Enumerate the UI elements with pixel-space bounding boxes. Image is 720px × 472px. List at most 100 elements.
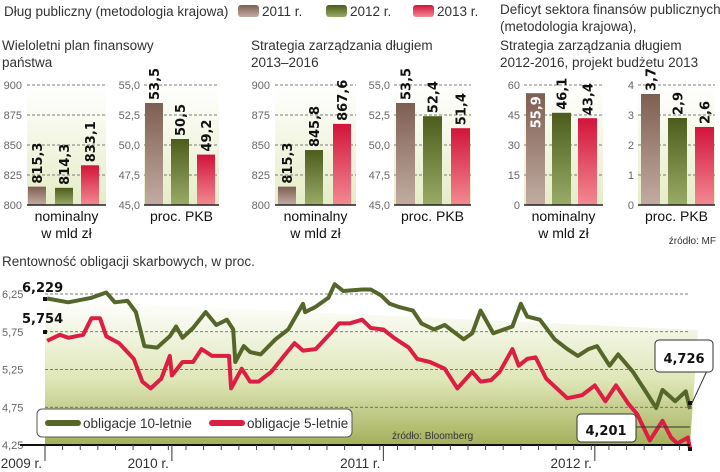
- panel-title-wpf-line1: Wieloletni plan finansowy: [2, 38, 154, 53]
- value-label-2011: 815,3: [31, 143, 46, 184]
- source-mf: źródło: MF: [669, 236, 716, 247]
- y-tick-label: 30: [508, 140, 520, 152]
- x-axis-label: proc. PKB: [150, 208, 213, 224]
- value-label-2011: 53,5: [148, 68, 163, 100]
- bar-2013: [197, 154, 215, 205]
- y-tick-label: 5,75: [2, 327, 23, 339]
- y-tick-label: 60: [508, 80, 520, 92]
- bar-2012: [55, 187, 73, 205]
- bar-2012: [171, 139, 189, 205]
- bar-chart-0: 800 825 850 875 900 815,3 814,3 833,1 nominalnyw…: [4, 80, 106, 241]
- x-axis-label: w mld zł: [537, 225, 589, 241]
- legend-label-2013: 2013 r.: [437, 4, 478, 19]
- x-axis-label: nominalny: [35, 208, 99, 224]
- y-tick-label: 45,0: [119, 200, 140, 212]
- panel-title-szd-line2: 2013–2016: [251, 55, 319, 70]
- y-tick-label: 52,5: [119, 110, 140, 122]
- bar-2012: [552, 112, 571, 205]
- value-label-2013: 43,4: [582, 83, 597, 115]
- legend-2013: 2013 r.: [413, 4, 478, 19]
- bar-2013: [451, 128, 470, 205]
- y-tick-label: 15: [508, 170, 520, 182]
- value-label-2013: 51,4: [455, 93, 470, 125]
- legend-swatch-2011: [238, 5, 259, 17]
- panel-title-wpf-line2: państwa: [2, 55, 53, 70]
- bar-2012: [423, 116, 442, 205]
- y-tick-label: 0: [628, 200, 634, 212]
- end-callout-10y: [654, 339, 714, 373]
- bar-2013: [81, 165, 99, 205]
- end-marker-5y: [688, 447, 692, 451]
- y-tick-label: 47,5: [119, 170, 140, 182]
- start-label-10y: 6,229: [22, 281, 63, 296]
- y-tick-label: 3: [628, 110, 634, 122]
- x-tick-label: 2010 r.: [128, 456, 169, 471]
- value-label-2011: 3,7: [645, 68, 660, 91]
- series-line-10y: [46, 282, 692, 410]
- legend-2011: 2011 r.: [238, 4, 302, 19]
- legend-label-10y: obligacje 10-letnie: [83, 416, 192, 431]
- start-label-5y: 5,754: [22, 312, 63, 327]
- bar-2011: [145, 103, 163, 205]
- y-tick-label: 2: [628, 140, 634, 152]
- panel-title-deficit-line2: (metodologia krajowa),: [500, 19, 637, 34]
- y-tick-label: 47,5: [369, 170, 390, 182]
- bar-2012: [668, 118, 687, 205]
- panel-title-deficit-line4: 2012-2016, projekt budżetu 2013: [500, 55, 698, 70]
- x-axis-label: w mld zł: [40, 225, 92, 241]
- value-label-2011: 53,5: [400, 68, 415, 100]
- bar-2011: [641, 94, 660, 205]
- value-label-2012: 46,1: [556, 78, 571, 110]
- bar-2011: [396, 103, 415, 205]
- y-tick-label: 900: [4, 80, 22, 92]
- value-label-2012: 845,8: [308, 106, 323, 147]
- value-label-2012: 52,4: [427, 81, 442, 113]
- end-label-5y: 4,201: [585, 424, 626, 439]
- y-tick-label: 55,0: [369, 80, 390, 92]
- legend-swatch-2013: [413, 5, 434, 17]
- value-label-2011: 55,9: [530, 96, 545, 128]
- yield-line-chart: Rentowność obligacji skarbowych, w proc.…: [1, 254, 714, 471]
- end-marker-10y: [688, 401, 692, 405]
- bar-2011: [526, 93, 545, 205]
- legend-label-5y: obligacje 5-letnie: [247, 416, 348, 431]
- bar-2012: [305, 150, 323, 205]
- y-tick-label: 1: [628, 170, 634, 182]
- x-axis-label: nominalny: [284, 208, 348, 224]
- x-tick-label: 2012 r.: [551, 456, 592, 471]
- bar-chart-1: 45,0 47,5 50,0 52,5 55,0 53,5 50,5 49,2 proc. PK…: [119, 68, 219, 224]
- y-tick-label: 825: [4, 170, 22, 182]
- start-marker-10y: [43, 297, 47, 301]
- panel-title-szd-line1: Strategia zarządzania długiem: [251, 38, 433, 53]
- value-label-2011: 815,3: [281, 143, 296, 184]
- y-tick-label: 875: [4, 110, 22, 122]
- start-marker-5y: [43, 330, 47, 334]
- value-label-2013: 833,1: [84, 121, 99, 162]
- legend-swatch-2012: [326, 5, 347, 17]
- end-label-10y: 4,726: [663, 352, 704, 367]
- y-tick-label: 4,25: [2, 440, 23, 452]
- y-tick-label: 850: [252, 140, 270, 152]
- panel-title-deficit-line3: Strategia zarządzania długiem: [500, 38, 682, 53]
- y-tick-label: 50,0: [119, 140, 140, 152]
- y-tick-label: 6,25: [2, 289, 23, 301]
- x-axis-label: nominalny: [532, 208, 596, 224]
- bar-chart-3: 45,0 47,5 50,0 52,5 55,0 53,5 52,4 51,4 proc. PK…: [369, 68, 471, 224]
- bar-2011: [28, 186, 46, 205]
- line-legend: obligacje 10-letnie obligacje 5-letnie: [36, 408, 353, 438]
- bar-2011: [278, 186, 296, 205]
- source-bloomberg: źródło: Bloomberg: [392, 431, 473, 442]
- bar-2013: [695, 127, 714, 205]
- y-tick-label: 900: [252, 80, 270, 92]
- legend-2012: 2012 r.: [326, 4, 391, 19]
- y-tick-label: 800: [4, 200, 22, 212]
- y-tick-label: 55,0: [119, 80, 140, 92]
- value-label-2013: 2,6: [699, 101, 714, 124]
- legend-box: [36, 408, 353, 438]
- y-tick-label: 50,0: [369, 140, 390, 152]
- x-tick-label: 2011 r.: [340, 456, 380, 471]
- bar-2013: [333, 123, 351, 205]
- x-axis-label: proc. PKB: [401, 208, 464, 224]
